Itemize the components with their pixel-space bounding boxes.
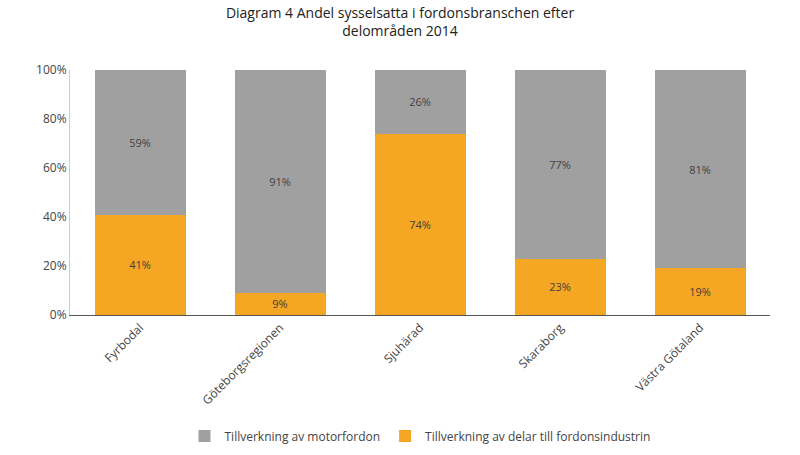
svg-text:Fyrbodal: Fyrbodal: [101, 319, 147, 365]
svg-text:59%: 59%: [129, 135, 151, 150]
svg-text:40%: 40%: [43, 208, 67, 225]
svg-text:Skaraborg: Skaraborg: [515, 319, 568, 372]
svg-text:19%: 19%: [689, 284, 711, 299]
svg-text:74%: 74%: [409, 217, 431, 232]
svg-text:81%: 81%: [689, 162, 711, 177]
svg-text:0%: 0%: [50, 306, 67, 323]
svg-text:Göteborgsregionen: Göteborgsregionen: [198, 319, 287, 408]
svg-text:91%: 91%: [269, 174, 291, 189]
svg-text:Tillverkning av motorfordon: Tillverkning av motorfordon: [225, 428, 381, 445]
svg-text:9%: 9%: [272, 296, 287, 311]
svg-text:100%: 100%: [36, 61, 67, 78]
svg-text:80%: 80%: [43, 110, 67, 127]
svg-text:Tillverkning av delar till for: Tillverkning av delar till fordonsindust…: [425, 428, 650, 445]
svg-text:23%: 23%: [549, 279, 571, 294]
svg-text:77%: 77%: [549, 157, 571, 172]
svg-text:60%: 60%: [43, 159, 67, 176]
svg-text:26%: 26%: [409, 94, 431, 109]
svg-text:Västra Götaland: Västra Götaland: [632, 319, 708, 395]
svg-text:Diagram 4 Andel sysselsatta i: Diagram 4 Andel sysselsatta i fordonsbra…: [226, 3, 575, 40]
svg-text:41%: 41%: [129, 257, 151, 272]
svg-text:20%: 20%: [43, 257, 67, 274]
svg-text:Sjuhärad: Sjuhärad: [380, 319, 427, 366]
